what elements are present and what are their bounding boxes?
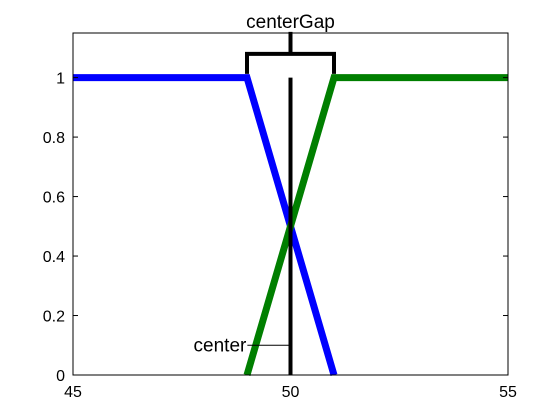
- center-label: center: [194, 335, 247, 356]
- y-tick-label: 0: [56, 368, 65, 385]
- x-tick-label: 50: [282, 384, 300, 401]
- x-tick-label: 55: [499, 384, 517, 401]
- center-gap-label: centerGap: [246, 12, 335, 33]
- y-tick-label: 0.6: [43, 190, 65, 207]
- x-tick-label: 45: [64, 384, 82, 401]
- y-tick-label: 0.8: [43, 130, 65, 147]
- y-tick-label: 0.2: [43, 309, 65, 326]
- y-tick-label: 1: [56, 71, 65, 88]
- series-line-2: [243, 74, 508, 376]
- y-tick-label: 0.4: [43, 249, 65, 266]
- series-line-1: [73, 74, 338, 376]
